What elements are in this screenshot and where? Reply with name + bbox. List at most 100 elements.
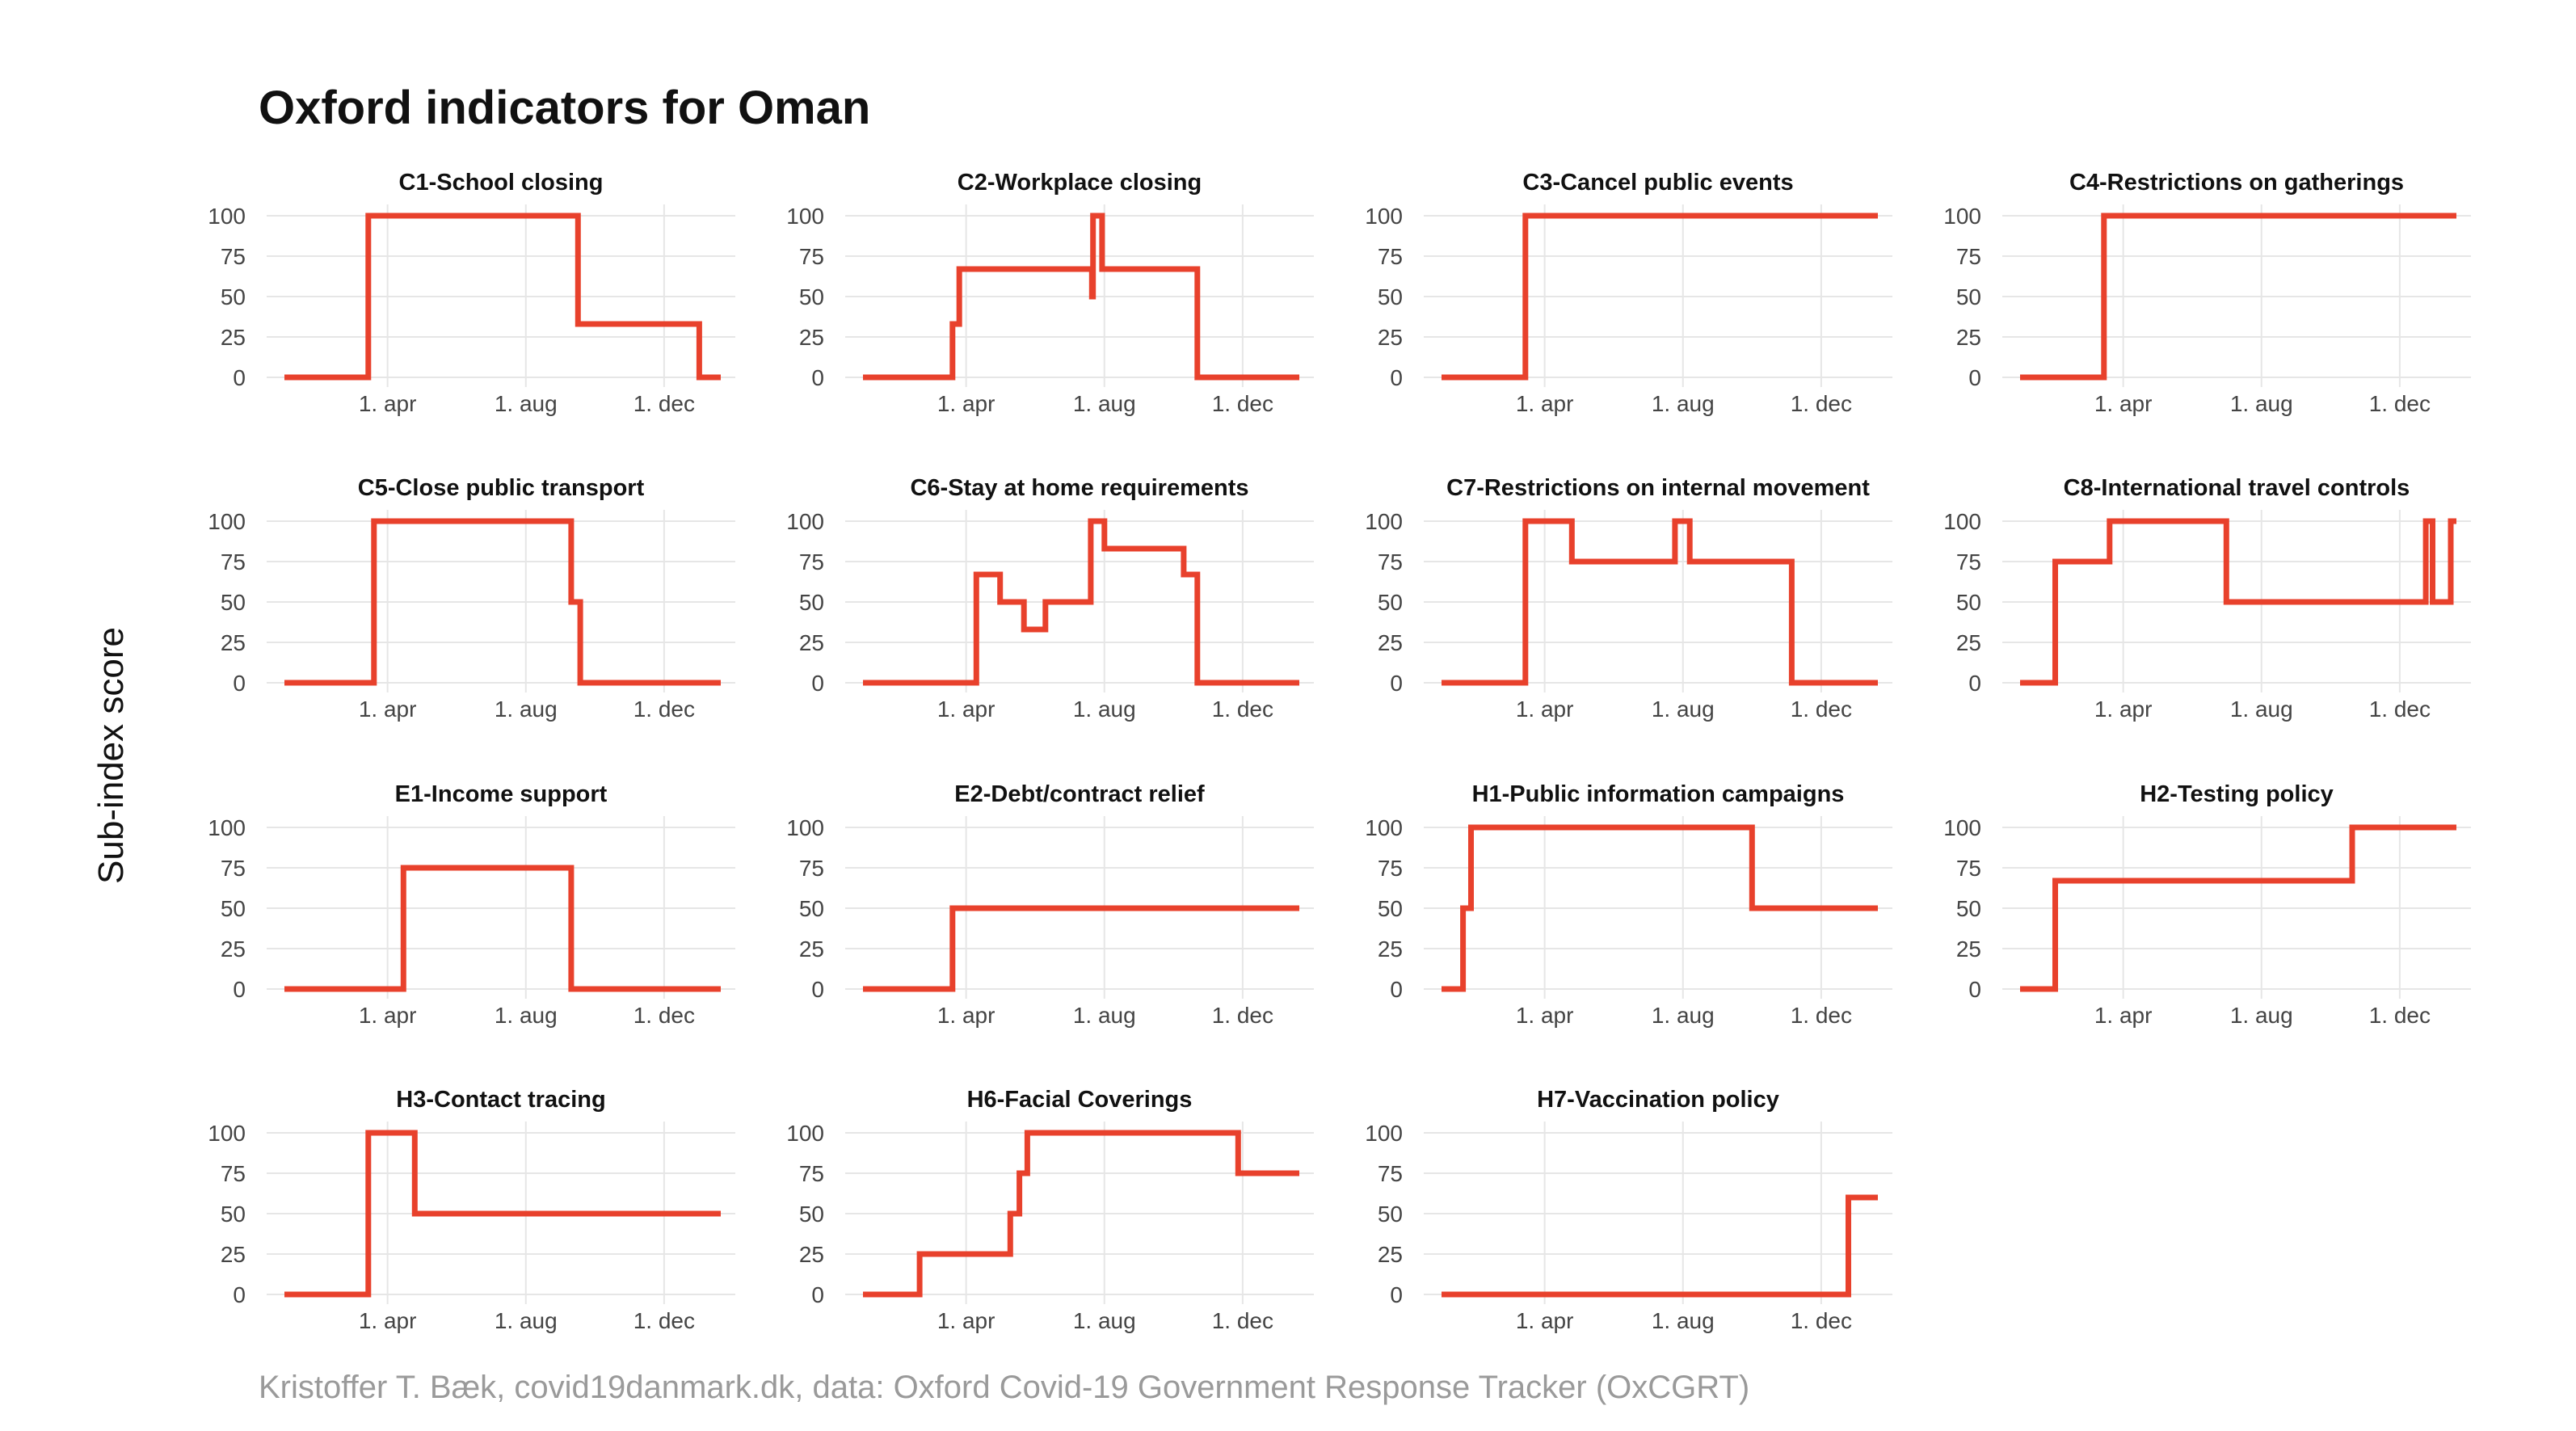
y-tick-label: 0 (1968, 671, 1981, 696)
panel-2: 0 25 50 75 100 1. apr 1. aug 1. dec C2-Workplace… (786, 170, 1314, 416)
y-tick-label: 0 (1390, 365, 1403, 390)
y-tick-label: 100 (786, 1121, 824, 1146)
y-tick-label: 0 (811, 365, 824, 390)
y-tick-label: 25 (221, 630, 246, 655)
y-tick-label: 25 (1378, 325, 1403, 350)
y-tick-label: 75 (799, 1161, 824, 1186)
x-tick-label: 1. apr (937, 391, 995, 416)
x-tick-label: 1. apr (2094, 1003, 2153, 1028)
series-line (284, 518, 721, 686)
y-tick-label: 75 (1956, 549, 1981, 575)
y-tick-label: 75 (1378, 1161, 1403, 1186)
x-tick-label: 1. apr (359, 391, 417, 416)
x-tick-label: 1. aug (495, 391, 558, 416)
series-line (1442, 213, 1878, 381)
panel-title: C2-Workplace closing (958, 170, 1202, 196)
x-tick-label: 1. aug (1073, 391, 1136, 416)
y-tick-label: 75 (1956, 856, 1981, 881)
y-tick-label: 75 (1378, 244, 1403, 269)
y-tick-label: 75 (1378, 549, 1403, 575)
y-tick-label: 0 (1968, 977, 1981, 1002)
y-tick-label: 0 (233, 671, 246, 696)
x-tick-label: 1. dec (2369, 391, 2431, 416)
series-line (1442, 824, 1878, 992)
x-tick-label: 1. apr (359, 1308, 417, 1333)
series-line (1442, 518, 1878, 686)
x-tick-label: 1. apr (937, 697, 995, 722)
chart-title: Oxford indicators for Oman (259, 82, 871, 134)
y-tick-label: 100 (208, 1121, 246, 1146)
series-line (863, 213, 1299, 381)
y-tick-label: 0 (233, 977, 246, 1002)
panel-11: 0 25 50 75 100 1. apr 1. aug 1. dec H1-Public in… (1365, 781, 1892, 1028)
y-tick-label: 0 (1390, 1282, 1403, 1307)
panel-title: H3-Contact tracing (396, 1087, 605, 1113)
x-tick-label: 1. dec (1791, 1003, 1852, 1028)
x-tick-label: 1. aug (1652, 1003, 1715, 1028)
y-tick-label: 75 (799, 549, 824, 575)
y-tick-label: 0 (811, 977, 824, 1002)
x-tick-label: 1. dec (1212, 1003, 1273, 1028)
x-tick-label: 1. dec (1212, 697, 1273, 722)
y-tick-label: 100 (786, 204, 824, 229)
y-tick-label: 50 (1378, 590, 1403, 615)
y-tick-label: 75 (221, 549, 246, 575)
x-tick-label: 1. dec (633, 1003, 695, 1028)
y-tick-label: 25 (1956, 325, 1981, 350)
x-tick-label: 1. apr (937, 1003, 995, 1028)
y-tick-label: 50 (1378, 284, 1403, 309)
x-tick-label: 1. dec (633, 391, 695, 416)
x-tick-label: 1. dec (633, 1308, 695, 1333)
y-tick-label: 100 (1365, 815, 1403, 840)
x-tick-label: 1. aug (1073, 697, 1136, 722)
x-tick-label: 1. aug (1073, 1003, 1136, 1028)
panel-title: C1-School closing (399, 170, 604, 196)
series-line (2020, 213, 2456, 381)
x-tick-label: 1. apr (1516, 391, 1574, 416)
y-tick-label: 25 (799, 630, 824, 655)
panel-title: C5-Close public transport (358, 475, 645, 501)
panel-title: H1-Public information campaigns (1472, 781, 1845, 807)
x-tick-label: 1. apr (1516, 1308, 1574, 1333)
x-tick-label: 1. apr (2094, 391, 2153, 416)
y-tick-label: 100 (1365, 204, 1403, 229)
y-tick-label: 75 (221, 1161, 246, 1186)
panel-1: 0 25 50 75 100 1. apr 1. aug 1. dec C1-School cl… (208, 170, 735, 416)
y-tick-label: 75 (1956, 244, 1981, 269)
y-tick-label: 50 (799, 1202, 824, 1227)
y-tick-label: 25 (221, 325, 246, 350)
panel-title: H6-Facial Coverings (967, 1087, 1193, 1113)
panel-title: E2-Debt/contract relief (954, 781, 1205, 807)
y-tick-label: 100 (1943, 815, 1981, 840)
y-tick-label: 50 (1956, 284, 1981, 309)
y-tick-label: 75 (221, 856, 246, 881)
series-line (284, 213, 721, 381)
y-tick-label: 25 (1956, 630, 1981, 655)
y-tick-label: 100 (1943, 204, 1981, 229)
x-tick-label: 1. dec (1212, 391, 1273, 416)
y-tick-label: 100 (786, 509, 824, 534)
y-tick-label: 75 (799, 856, 824, 881)
panel-13: 0 25 50 75 100 1. apr 1. aug 1. dec H3-Contact t… (208, 1087, 735, 1333)
panel-title: C4-Restrictions on gatherings (2069, 170, 2404, 196)
y-tick-label: 0 (1968, 365, 1981, 390)
y-tick-label: 0 (233, 1282, 246, 1307)
x-tick-label: 1. aug (1652, 391, 1715, 416)
panel-10: 0 25 50 75 100 1. apr 1. aug 1. dec E2-Debt/cont… (786, 781, 1314, 1028)
x-tick-label: 1. apr (359, 697, 417, 722)
panel-title: C6-Stay at home requirements (910, 475, 1248, 501)
y-tick-label: 50 (221, 896, 246, 921)
y-tick-label: 25 (221, 936, 246, 962)
x-tick-label: 1. apr (359, 1003, 417, 1028)
y-tick-label: 100 (208, 509, 246, 534)
panel-15: 0 25 50 75 100 1. apr 1. aug 1. dec H7-Vaccinati… (1365, 1087, 1892, 1333)
y-tick-label: 25 (1956, 936, 1981, 962)
y-tick-label: 50 (1956, 896, 1981, 921)
y-tick-label: 0 (1390, 977, 1403, 1002)
y-tick-label: 0 (1390, 671, 1403, 696)
panel-title: C3-Cancel public events (1522, 170, 1793, 196)
panel-title: H2-Testing policy (2140, 781, 2334, 807)
panel-7: 0 25 50 75 100 1. apr 1. aug 1. dec C7-Restricti… (1365, 475, 1892, 722)
x-tick-label: 1. dec (1212, 1308, 1273, 1333)
x-tick-label: 1. dec (1791, 1308, 1852, 1333)
